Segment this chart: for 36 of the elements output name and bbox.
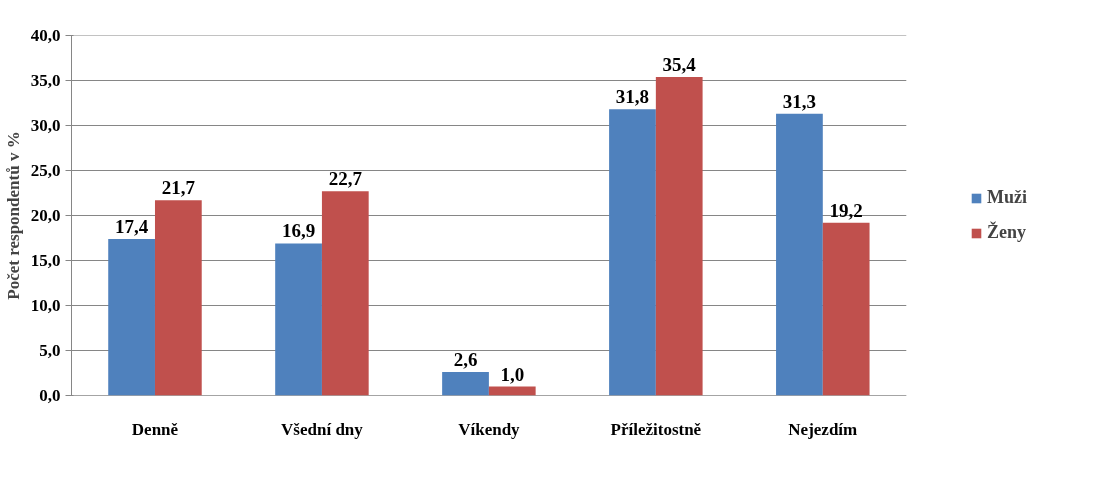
x-tick-label: Nejezdím [788, 419, 858, 439]
bar [442, 372, 489, 396]
bar [776, 113, 823, 396]
x-tick-label: Příležitostně [610, 419, 702, 439]
y-tick-label: 10,0 [30, 296, 61, 315]
bar [154, 200, 202, 396]
data-label: 17,4 [114, 215, 149, 237]
y-axis-title: Počet respondentů v % [3, 131, 23, 300]
bar [321, 191, 369, 396]
bar [655, 76, 703, 396]
data-label: 16,9 [281, 220, 316, 242]
y-tick-label: 25,0 [30, 161, 61, 180]
bar [609, 109, 656, 396]
legend-label: Ženy [987, 222, 1027, 243]
data-label: 31,3 [782, 90, 817, 112]
y-tick-label: 40,0 [30, 26, 61, 45]
x-tick-label: Všední dny [281, 419, 364, 439]
x-tick-label: Víkendy [458, 419, 521, 439]
y-tick-label: 0,0 [39, 386, 61, 405]
data-label: 35,4 [662, 53, 697, 75]
y-tick-label: 20,0 [30, 206, 61, 225]
x-tick-label: Denně [131, 419, 179, 439]
y-tick-label: 35,0 [30, 71, 61, 90]
data-label: 1,0 [500, 363, 525, 385]
bar [275, 243, 322, 396]
y-tick-label: 30,0 [30, 116, 61, 135]
legend-label: Muži [987, 187, 1027, 208]
data-label: 21,7 [161, 177, 196, 199]
data-label: 31,8 [615, 86, 650, 108]
y-tick-label: 5,0 [39, 341, 61, 360]
data-label: 2,6 [453, 349, 478, 371]
data-label: 19,2 [829, 199, 863, 221]
data-label: 22,7 [328, 168, 363, 190]
bar [108, 238, 155, 396]
bar [822, 222, 870, 396]
y-tick-label: 15,0 [30, 251, 61, 270]
